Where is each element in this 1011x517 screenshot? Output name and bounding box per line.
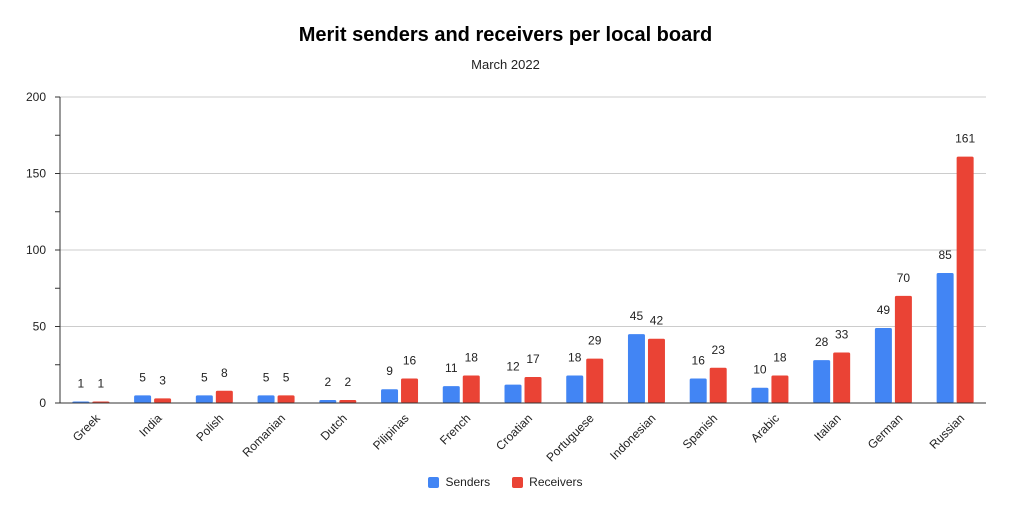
bar-receivers-polish — [215, 390, 233, 403]
x-tick-label: Portuguese — [543, 411, 597, 465]
bar-receivers-russian — [956, 156, 974, 403]
bar-receivers-french — [462, 375, 480, 403]
bar-senders-polish — [195, 395, 213, 403]
data-label: 8 — [221, 366, 228, 380]
data-label: 85 — [938, 248, 952, 262]
y-tick-label: 150 — [26, 167, 46, 181]
data-label: 2 — [324, 375, 331, 389]
x-tick-label: Croatian — [493, 411, 535, 453]
x-tick-label: Indonesian — [607, 411, 658, 462]
y-tick-label: 50 — [33, 320, 47, 334]
bar-senders-russian — [936, 272, 954, 403]
bar-receivers-india — [154, 398, 172, 403]
data-label: 29 — [588, 334, 602, 348]
x-tick-label: Arabic — [748, 411, 782, 445]
bar-receivers-spanish — [709, 367, 727, 403]
chart-subtitle: March 2022 — [471, 57, 540, 72]
bar-senders-italian — [813, 360, 831, 403]
data-label: 9 — [386, 364, 393, 378]
x-tick-label: Italian — [811, 411, 844, 444]
bar-receivers-croatian — [524, 376, 542, 403]
data-label: 16 — [692, 354, 706, 368]
data-label: 1 — [78, 376, 85, 390]
y-tick-label: 0 — [39, 396, 46, 410]
bar-senders-spanish — [689, 378, 707, 403]
x-tick-label: Polish — [193, 411, 226, 444]
bar-senders-portuguese — [566, 375, 584, 403]
legend-swatch-receivers — [512, 476, 524, 488]
legend-item-receivers: Receivers — [512, 475, 583, 489]
bar-receivers-indonesian — [647, 338, 665, 403]
y-tick-label: 200 — [26, 90, 46, 104]
bar-senders-india — [134, 395, 152, 403]
bar-receivers-pilipinas — [401, 378, 419, 403]
data-label: 42 — [650, 314, 664, 328]
data-label: 33 — [835, 328, 849, 342]
bar-senders-french — [442, 386, 460, 403]
data-label: 18 — [465, 350, 479, 364]
x-tick-label: Pilipinas — [370, 411, 412, 453]
data-label: 161 — [955, 132, 975, 146]
data-label: 3 — [159, 373, 166, 387]
data-label: 16 — [403, 354, 417, 368]
data-label: 5 — [201, 370, 208, 384]
legend-label-senders: Senders — [445, 475, 491, 489]
bar-senders-indonesian — [627, 334, 645, 403]
data-label: 28 — [815, 335, 829, 349]
bar-senders-pilipinas — [381, 389, 399, 403]
data-label: 5 — [263, 370, 270, 384]
bar-receivers-arabic — [771, 375, 789, 403]
x-tick-label: Romanian — [240, 411, 289, 460]
data-label: 49 — [877, 303, 891, 317]
data-label: 11 — [445, 361, 458, 375]
data-label: 23 — [712, 343, 726, 357]
legend-label-receivers: Receivers — [529, 475, 583, 489]
legend-item-senders: Senders — [428, 475, 490, 489]
data-label: 12 — [506, 360, 520, 374]
data-label: 45 — [630, 309, 644, 323]
bar-senders-romanian — [257, 395, 275, 403]
x-tick-label: French — [437, 411, 473, 447]
bar-receivers-dutch — [339, 399, 357, 403]
data-label: 2 — [344, 375, 351, 389]
data-label: 1 — [98, 376, 105, 390]
x-tick-label: Greek — [70, 410, 104, 444]
legend-swatch-senders — [428, 476, 440, 488]
bar-senders-croatian — [504, 384, 522, 403]
y-tick-label: 100 — [26, 243, 46, 257]
chart-title: Merit senders and receivers per local bo… — [298, 24, 713, 46]
data-label: 10 — [753, 363, 767, 377]
data-label: 17 — [526, 352, 540, 366]
data-label: 18 — [773, 350, 787, 364]
x-tick-label: German — [865, 411, 906, 452]
data-label: 70 — [897, 271, 911, 285]
legend: Senders Receivers — [0, 475, 1011, 489]
bar-senders-dutch — [319, 399, 337, 403]
x-tick-label: Russian — [927, 411, 968, 452]
bar-receivers-portuguese — [586, 358, 604, 403]
data-label: 18 — [568, 350, 582, 364]
data-label: 5 — [283, 370, 290, 384]
bar-receivers-german — [894, 295, 912, 403]
x-tick-label: Spanish — [680, 411, 721, 452]
bar-senders-german — [874, 328, 892, 403]
bar-senders-arabic — [751, 387, 769, 403]
data-label: 5 — [139, 370, 146, 384]
x-tick-label: India — [136, 411, 165, 440]
x-tick-label: Dutch — [318, 411, 350, 443]
bar-receivers-romanian — [277, 395, 295, 403]
bar-receivers-italian — [833, 352, 851, 403]
